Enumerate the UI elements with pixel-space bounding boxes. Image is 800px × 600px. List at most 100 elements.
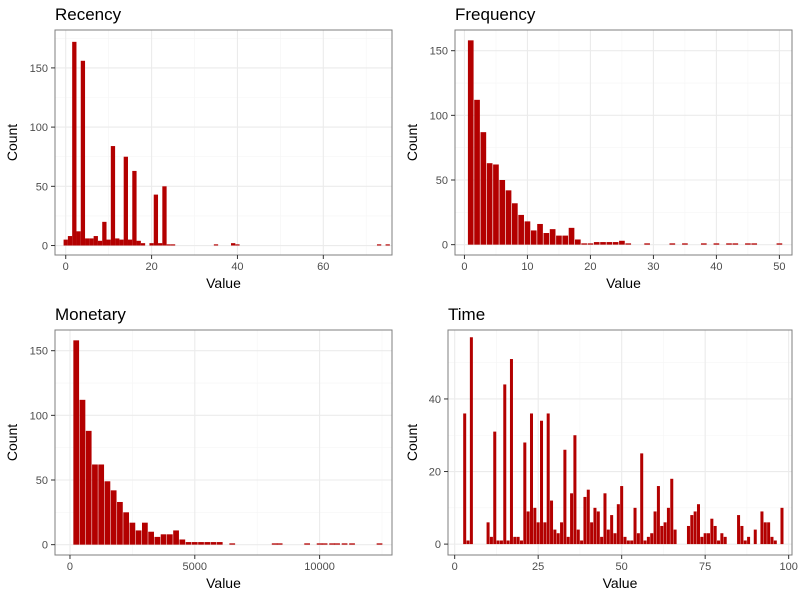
- bar: [513, 536, 517, 545]
- x-axis-ticks: 0 10 20 30 40 50: [461, 255, 786, 273]
- bar: [586, 489, 590, 545]
- bar: [166, 534, 173, 545]
- bar: [653, 511, 657, 545]
- x-tick-label: 0: [67, 561, 73, 573]
- bar: [583, 496, 587, 545]
- x-axis-ticks: 0 5000 10000: [67, 555, 335, 573]
- bar: [530, 230, 537, 245]
- bar: [603, 493, 607, 545]
- bar: [505, 190, 512, 245]
- x-axis-label: Value: [206, 575, 241, 591]
- bar: [179, 539, 186, 545]
- bar: [85, 238, 90, 246]
- bar: [643, 540, 647, 545]
- bar: [553, 529, 557, 545]
- bar: [737, 515, 741, 545]
- bar: [467, 40, 474, 245]
- bar: [713, 525, 717, 545]
- bar: [129, 522, 136, 545]
- bar: [76, 231, 81, 246]
- y-tick-label: 0: [435, 539, 441, 551]
- bar: [550, 500, 554, 545]
- bar: [493, 164, 499, 245]
- bar: [316, 543, 323, 545]
- panel-time: Time 0 25 50 75 100 0 20 40 Value Count: [404, 305, 798, 591]
- bar: [529, 413, 533, 545]
- bar: [141, 522, 148, 545]
- panel-title: Time: [448, 305, 485, 324]
- bar: [656, 486, 660, 545]
- x-tick-label: 0: [63, 261, 69, 273]
- bar: [613, 533, 617, 545]
- bar: [537, 223, 543, 245]
- y-tick-label: 0: [442, 240, 448, 252]
- bar: [753, 529, 757, 545]
- x-axis-label: Value: [206, 275, 241, 291]
- bar: [700, 243, 707, 245]
- x-tick-label: 20: [145, 261, 157, 273]
- bar: [72, 41, 77, 246]
- bar: [191, 542, 198, 545]
- bar: [573, 435, 577, 545]
- bar: [503, 384, 507, 545]
- bar: [304, 543, 310, 545]
- bar: [713, 243, 720, 245]
- bar: [720, 533, 724, 545]
- bar: [229, 543, 236, 545]
- bar: [518, 214, 524, 245]
- bar: [67, 236, 73, 246]
- bar: [98, 464, 105, 545]
- minor-gridlines: [455, 30, 792, 255]
- y-axis-ticks: 0 50 100 150: [30, 63, 55, 253]
- bar: [693, 511, 697, 545]
- bar: [135, 530, 142, 545]
- bar: [612, 242, 619, 245]
- plot-area: [448, 330, 792, 555]
- bar: [97, 240, 103, 246]
- bar: [776, 243, 783, 245]
- bar: [271, 543, 278, 545]
- bar: [682, 243, 688, 245]
- bar: [673, 529, 677, 545]
- bar: [119, 239, 124, 246]
- bar: [216, 542, 223, 545]
- bar: [376, 543, 383, 545]
- y-tick-label: 150: [30, 346, 48, 358]
- bar: [153, 194, 159, 246]
- bar: [580, 540, 584, 545]
- bar: [512, 203, 518, 245]
- bar: [566, 536, 570, 545]
- panel-border: [54, 329, 393, 556]
- bar: [210, 542, 217, 545]
- bar: [626, 540, 630, 545]
- bar: [154, 536, 161, 545]
- bar: [540, 420, 544, 545]
- bar: [587, 243, 594, 245]
- bar: [606, 529, 610, 545]
- panel-border: [54, 29, 393, 256]
- bar: [660, 525, 664, 545]
- x-axis-label: Value: [606, 275, 641, 291]
- y-tick-label: 50: [36, 181, 48, 193]
- bar: [533, 507, 537, 545]
- bar: [110, 490, 117, 545]
- bar: [89, 238, 94, 246]
- bar: [173, 530, 179, 545]
- bar: [546, 413, 550, 545]
- x-axis-ticks: 0 25 50 75 100: [452, 555, 798, 573]
- bar: [625, 243, 632, 245]
- y-axis-label: Count: [404, 424, 420, 461]
- bar: [213, 244, 219, 246]
- bar: [123, 156, 128, 246]
- bar: [526, 511, 530, 545]
- bar: [132, 170, 137, 246]
- x-tick-label: 50: [616, 561, 628, 573]
- bar: [231, 243, 236, 246]
- bar: [519, 540, 523, 545]
- bar: [341, 543, 348, 545]
- bar: [79, 399, 86, 545]
- y-tick-label: 50: [436, 175, 448, 187]
- bar: [496, 540, 500, 545]
- x-tick-label: 10: [521, 261, 533, 273]
- y-axis-label: Count: [404, 124, 420, 161]
